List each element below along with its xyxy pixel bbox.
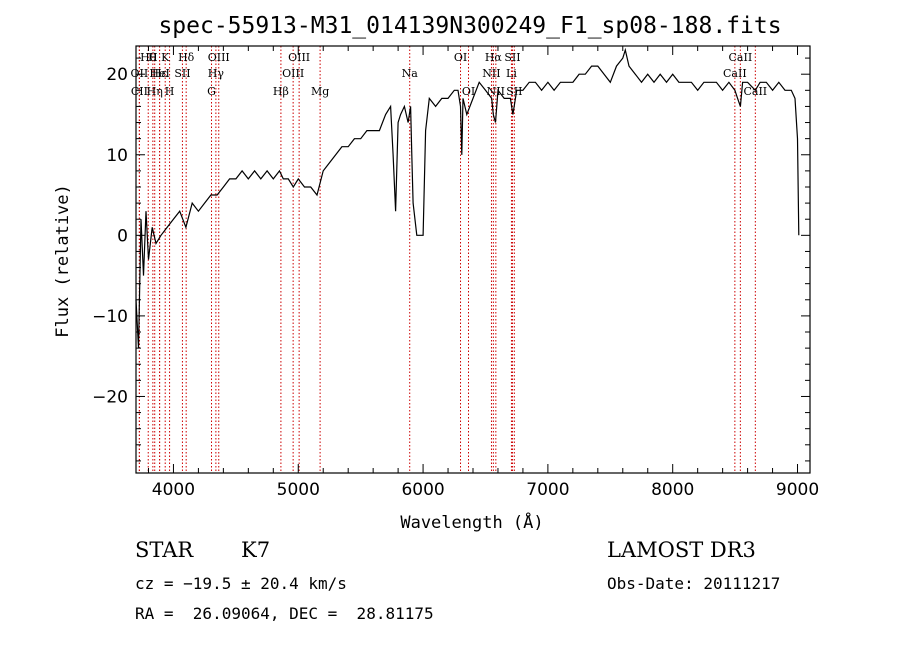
x-tick-label: 9000 [776, 480, 819, 500]
chart-title: spec-55913-M31_014139N300249_F1_sp08-188… [158, 13, 781, 39]
spectral-line-label: OIII [288, 51, 310, 64]
spectral-line-label: Hγ [208, 67, 225, 80]
y-tick-label: 10 [106, 146, 128, 166]
spectrum-line [135, 47, 800, 349]
spectral-line-label: Hε [152, 67, 168, 80]
spectral-line-label: Hα [485, 51, 503, 64]
spectral-line-label: SII [174, 67, 190, 80]
spectral-line-label: Na [402, 67, 419, 80]
spectral-line-label: Hβ [273, 85, 289, 98]
spectral-line-label: CaII [729, 51, 753, 64]
spectral-line-label: G [207, 85, 216, 98]
spectral-line-label: Hθ [140, 51, 157, 64]
x-tick-label: 6000 [401, 480, 444, 500]
spectral-line-label: CII [131, 85, 148, 98]
spectral-line-label: OIII [208, 51, 230, 64]
x-tick-label: 5000 [277, 480, 320, 500]
x-axis-label: Wavelength (Å) [400, 511, 543, 533]
spectral-line-label: Hη [147, 85, 163, 98]
spectral-line-label: OI [462, 85, 475, 98]
axis-ticks [136, 46, 810, 473]
spectral-line-label: CaII [743, 85, 767, 98]
spectral-line-label: Hδ [178, 51, 195, 64]
spectral-line-label: Mg [311, 85, 329, 98]
spectral-line-label: H [165, 85, 175, 98]
object-class: STAR [135, 538, 194, 562]
x-tick-label: 8000 [651, 480, 694, 500]
y-tick-label: 0 [117, 226, 128, 246]
y-tick-label: −10 [92, 307, 128, 327]
survey-name: LAMOST DR3 [607, 538, 756, 562]
y-tick-label: −20 [92, 387, 128, 407]
observation-date: Obs-Date: 20111217 [607, 574, 781, 593]
axes-frame [135, 45, 811, 474]
x-tick-label: 4000 [152, 480, 195, 500]
spectral-line-label: K [161, 51, 170, 64]
spectral-line-label: Li [506, 67, 517, 80]
x-tick-label: 7000 [526, 480, 569, 500]
spectral-line-label: NII [482, 67, 500, 80]
spectral-line-label: SII [506, 85, 522, 98]
spectral-line-label: HeI [149, 67, 169, 80]
y-tick-label: 20 [106, 65, 128, 85]
spectral-line-label: OIII [282, 67, 304, 80]
spectral-line-label: NII [487, 85, 505, 98]
spectral-line-label: CaII [723, 67, 747, 80]
spectral-line-markers [138, 46, 756, 473]
spectral-line-label: OII [131, 67, 149, 80]
object-subclass: K7 [241, 538, 271, 562]
spectral-line-label: SII [504, 51, 520, 64]
spectral-line-label: H [148, 51, 158, 64]
spectral-line-label: OI [454, 51, 467, 64]
coordinates: RA = 26.09064, DEC = 28.81175 [135, 604, 434, 623]
axis-tick-labels: 4000 5000 6000 7000 8000 9000 −20 −10 0 10 20 [92, 65, 819, 500]
y-axis-label: Flux (relative) [53, 184, 73, 338]
redshift-velocity: cz = −19.5 ± 20.4 km/s [135, 574, 347, 593]
